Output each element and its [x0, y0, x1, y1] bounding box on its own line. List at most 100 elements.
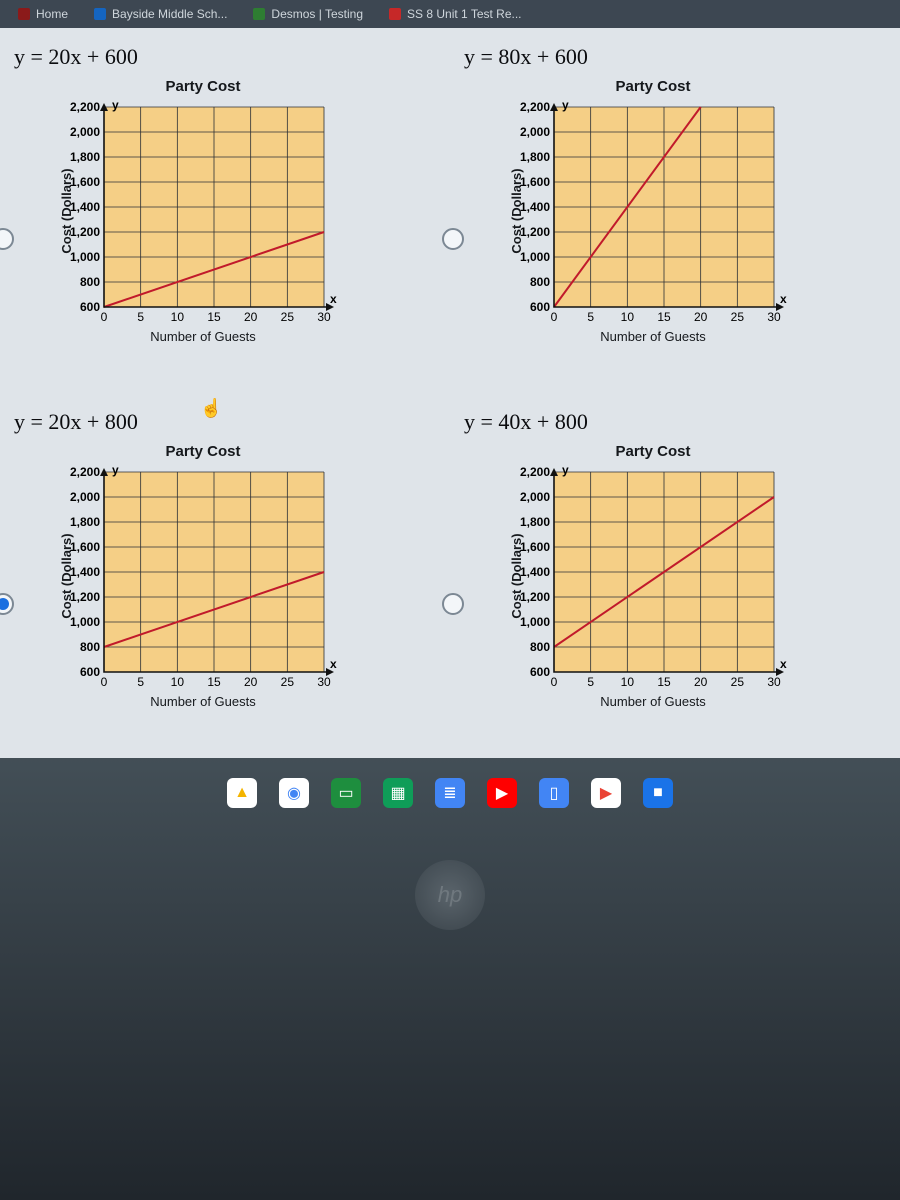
svg-text:600: 600 — [530, 665, 550, 679]
x-axis-label: Number of Guests — [48, 694, 358, 709]
svg-text:2,200: 2,200 — [70, 465, 100, 479]
chart-title: Party Cost — [48, 443, 358, 460]
browser-tab[interactable]: Home — [8, 3, 78, 25]
screen: Home Bayside Middle Sch... Desmos | Testin… — [0, 0, 900, 1200]
svg-text:2,200: 2,200 — [520, 465, 550, 479]
drive-icon[interactable]: ▲ — [227, 778, 257, 808]
svg-text:1,000: 1,000 — [520, 615, 550, 629]
chart-card: Party Costyx6008001,0001,2001,4001,6001,… — [48, 443, 358, 709]
svg-text:800: 800 — [530, 275, 550, 289]
svg-text:800: 800 — [80, 275, 100, 289]
svg-text:25: 25 — [281, 310, 295, 324]
party-cost-chart: yx6008001,0001,2001,4001,6001,8002,0002,… — [48, 99, 338, 327]
svg-text:1,800: 1,800 — [520, 515, 550, 529]
svg-text:1,800: 1,800 — [70, 515, 100, 529]
svg-text:10: 10 — [171, 310, 185, 324]
svg-text:y: y — [112, 99, 119, 112]
svg-text:20: 20 — [694, 310, 708, 324]
files-icon[interactable]: ▯ — [539, 778, 569, 808]
browser-tab[interactable]: Desmos | Testing — [243, 3, 373, 25]
y-axis-label: Cost (Dollars) — [59, 533, 74, 618]
svg-text:x: x — [330, 292, 337, 306]
option-a[interactable]: y = 20x + 600Party Costyx6008001,0001,20… — [0, 28, 450, 393]
svg-text:0: 0 — [551, 310, 558, 324]
equation-text: y = 20x + 800 — [14, 409, 440, 435]
chart-title: Party Cost — [498, 443, 808, 460]
play-icon[interactable]: ▶ — [591, 778, 621, 808]
x-axis-label: Number of Guests — [498, 694, 808, 709]
svg-text:x: x — [780, 292, 787, 306]
browser-tab[interactable]: SS 8 Unit 1 Test Re... — [379, 3, 532, 25]
svg-text:5: 5 — [137, 310, 144, 324]
chart-card: Party Costyx6008001,0001,2001,4001,6001,… — [498, 443, 808, 709]
svg-text:15: 15 — [657, 310, 671, 324]
svg-text:10: 10 — [621, 675, 635, 689]
chart-card: Party Costyx6008001,0001,2001,4001,6001,… — [48, 78, 358, 344]
chart-title: Party Cost — [48, 78, 358, 95]
svg-text:5: 5 — [137, 675, 144, 689]
svg-text:30: 30 — [767, 310, 781, 324]
camera-icon[interactable]: ■ — [643, 778, 673, 808]
tab-label: Home — [36, 7, 68, 21]
svg-text:0: 0 — [551, 675, 558, 689]
svg-text:15: 15 — [207, 310, 221, 324]
svg-text:1,400: 1,400 — [520, 565, 550, 579]
svg-text:25: 25 — [731, 310, 745, 324]
option-radio[interactable] — [0, 593, 14, 615]
svg-text:800: 800 — [80, 640, 100, 654]
option-b[interactable]: y = 80x + 600Party Costyx6008001,0001,20… — [450, 28, 900, 393]
svg-text:2,000: 2,000 — [70, 490, 100, 504]
svg-text:30: 30 — [317, 675, 331, 689]
svg-text:y: y — [562, 464, 569, 477]
svg-text:1,800: 1,800 — [520, 150, 550, 164]
svg-text:0: 0 — [101, 310, 108, 324]
svg-text:600: 600 — [80, 665, 100, 679]
svg-text:1,600: 1,600 — [70, 175, 100, 189]
y-axis-label: Cost (Dollars) — [509, 533, 524, 618]
svg-text:20: 20 — [244, 310, 258, 324]
svg-text:1,400: 1,400 — [70, 200, 100, 214]
browser-tabstrip: Home Bayside Middle Sch... Desmos | Testin… — [0, 0, 900, 28]
option-c[interactable]: y = 20x + 800Party Costyx6008001,0001,20… — [0, 393, 450, 758]
chart-title: Party Cost — [498, 78, 808, 95]
tab-label: Desmos | Testing — [271, 7, 363, 21]
party-cost-chart: yx6008001,0001,2001,4001,6001,8002,0002,… — [498, 464, 788, 692]
svg-text:25: 25 — [281, 675, 295, 689]
svg-text:1,200: 1,200 — [520, 590, 550, 604]
tab-label: SS 8 Unit 1 Test Re... — [407, 7, 522, 21]
youtube-icon[interactable]: ▶ — [487, 778, 517, 808]
svg-text:5: 5 — [587, 310, 594, 324]
sheets-icon[interactable]: ▦ — [383, 778, 413, 808]
svg-text:1,000: 1,000 — [70, 250, 100, 264]
svg-text:1,400: 1,400 — [70, 565, 100, 579]
chrome-icon[interactable]: ◉ — [279, 778, 309, 808]
favicon-icon — [389, 8, 401, 20]
classroom-icon[interactable]: ▭ — [331, 778, 361, 808]
equation-text: y = 40x + 800 — [464, 409, 890, 435]
option-radio[interactable] — [442, 228, 464, 250]
laptop-logo: hp — [415, 860, 485, 930]
chart-card: Party Costyx6008001,0001,2001,4001,6001,… — [498, 78, 808, 344]
option-d[interactable]: y = 40x + 800Party Costyx6008001,0001,20… — [450, 393, 900, 758]
svg-text:600: 600 — [80, 300, 100, 314]
x-axis-label: Number of Guests — [498, 329, 808, 344]
favicon-icon — [94, 8, 106, 20]
equation-text: y = 20x + 600 — [14, 44, 440, 70]
browser-tab[interactable]: Bayside Middle Sch... — [84, 3, 237, 25]
chrome-shelf: ▲ ◉ ▭ ▦ ≣ ▶ ▯ ▶ ■ — [0, 770, 900, 816]
svg-text:30: 30 — [317, 310, 331, 324]
tab-label: Bayside Middle Sch... — [112, 7, 227, 21]
favicon-icon — [18, 8, 30, 20]
svg-text:1,000: 1,000 — [520, 250, 550, 264]
option-radio[interactable] — [442, 593, 464, 615]
docs-icon[interactable]: ≣ — [435, 778, 465, 808]
svg-text:800: 800 — [530, 640, 550, 654]
svg-text:10: 10 — [171, 675, 185, 689]
svg-text:2,000: 2,000 — [520, 125, 550, 139]
svg-text:1,600: 1,600 — [520, 175, 550, 189]
svg-text:y: y — [112, 464, 119, 477]
svg-text:2,000: 2,000 — [70, 125, 100, 139]
party-cost-chart: yx6008001,0001,2001,4001,6001,8002,0002,… — [48, 464, 338, 692]
svg-text:25: 25 — [731, 675, 745, 689]
option-radio[interactable] — [0, 228, 14, 250]
